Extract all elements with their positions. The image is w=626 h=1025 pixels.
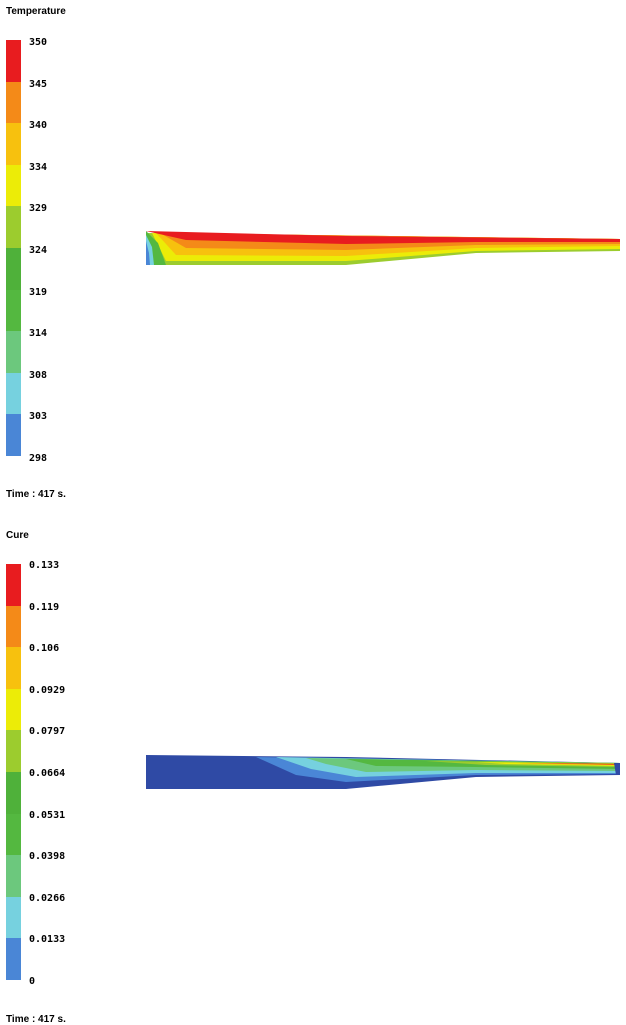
temperature-tick-label: 319	[29, 286, 48, 298]
cure-colorbar-band	[6, 855, 21, 898]
temperature-colorbar-band	[6, 40, 21, 83]
cure-colorbar-band	[6, 938, 21, 981]
cure-tick-label: 0.0266	[29, 892, 66, 904]
temperature-title: Temperature	[6, 6, 66, 17]
temperature-colorbar-band	[6, 289, 21, 332]
temperature-colorbar-band	[6, 206, 21, 249]
temperature-tick-label: 303	[29, 411, 48, 423]
cure-tick-label: 0.0797	[29, 726, 66, 738]
temperature-tick-label: 350	[29, 37, 48, 48]
cure-panel: Cure 0.133 0.119 0.106 0.0929 0.0797 0.0664 0.…	[0, 520, 626, 1025]
cure-tick-label: 0	[29, 976, 36, 987]
cure-colorbar-band	[6, 605, 21, 648]
cure-contour-plot	[146, 755, 620, 789]
cure-colorbar-band	[6, 772, 21, 815]
cure-band-orange	[516, 763, 620, 765]
temperature-panel: Temperature 350 345 340 334 329 324 319 314 308 3…	[0, 0, 626, 510]
temperature-colorbar-band	[6, 164, 21, 207]
temperature-colorbar-band	[6, 81, 21, 124]
cure-tick-label: 0.119	[29, 601, 60, 613]
temperature-tick-label: 298	[29, 453, 48, 464]
temperature-colorbar	[6, 40, 21, 457]
cure-colorbar-band	[6, 730, 21, 773]
temperature-colorbar-band	[6, 248, 21, 291]
temperature-colorbar-band	[6, 372, 21, 415]
temp-band-red	[146, 231, 620, 244]
temperature-time-label: Time : 417 s.	[6, 489, 66, 500]
temp-band-left-blue	[146, 241, 150, 265]
cure-colorbar-band	[6, 896, 21, 939]
cure-right-edge-blue	[614, 763, 620, 775]
temperature-contour-plot	[146, 231, 620, 265]
cure-time-label: Time : 417 s.	[6, 1014, 66, 1025]
cure-tick-label: 0.106	[29, 643, 60, 655]
temperature-tick-label: 329	[29, 203, 48, 215]
temperature-tick-label: 345	[29, 78, 48, 90]
cure-tick-label: 0.0531	[29, 809, 66, 821]
cure-colorbar-band	[6, 813, 21, 856]
temperature-tick-label: 340	[29, 120, 48, 132]
cure-colorbar-band	[6, 564, 21, 607]
cure-tick-label: 0.0398	[29, 851, 66, 863]
cure-colorbar-band	[6, 688, 21, 731]
temperature-tick-label: 314	[29, 328, 48, 340]
temperature-colorbar-band	[6, 123, 21, 166]
temperature-tick-label: 334	[29, 161, 48, 173]
cure-band-red	[546, 763, 620, 765]
cure-colorbar	[6, 564, 21, 981]
cure-tick-label: 0.0133	[29, 934, 66, 946]
temperature-tick-label: 324	[29, 245, 48, 256]
cure-title: Cure	[6, 530, 29, 541]
cure-tick-label: 0.133	[29, 560, 60, 571]
cure-tick-label: 0.0929	[29, 684, 66, 696]
temperature-tick-label: 308	[29, 369, 48, 381]
cure-colorbar-band	[6, 647, 21, 690]
temperature-colorbar-band	[6, 414, 21, 457]
temperature-colorbar-band	[6, 331, 21, 374]
cure-tick-label: 0.0664	[29, 768, 66, 779]
